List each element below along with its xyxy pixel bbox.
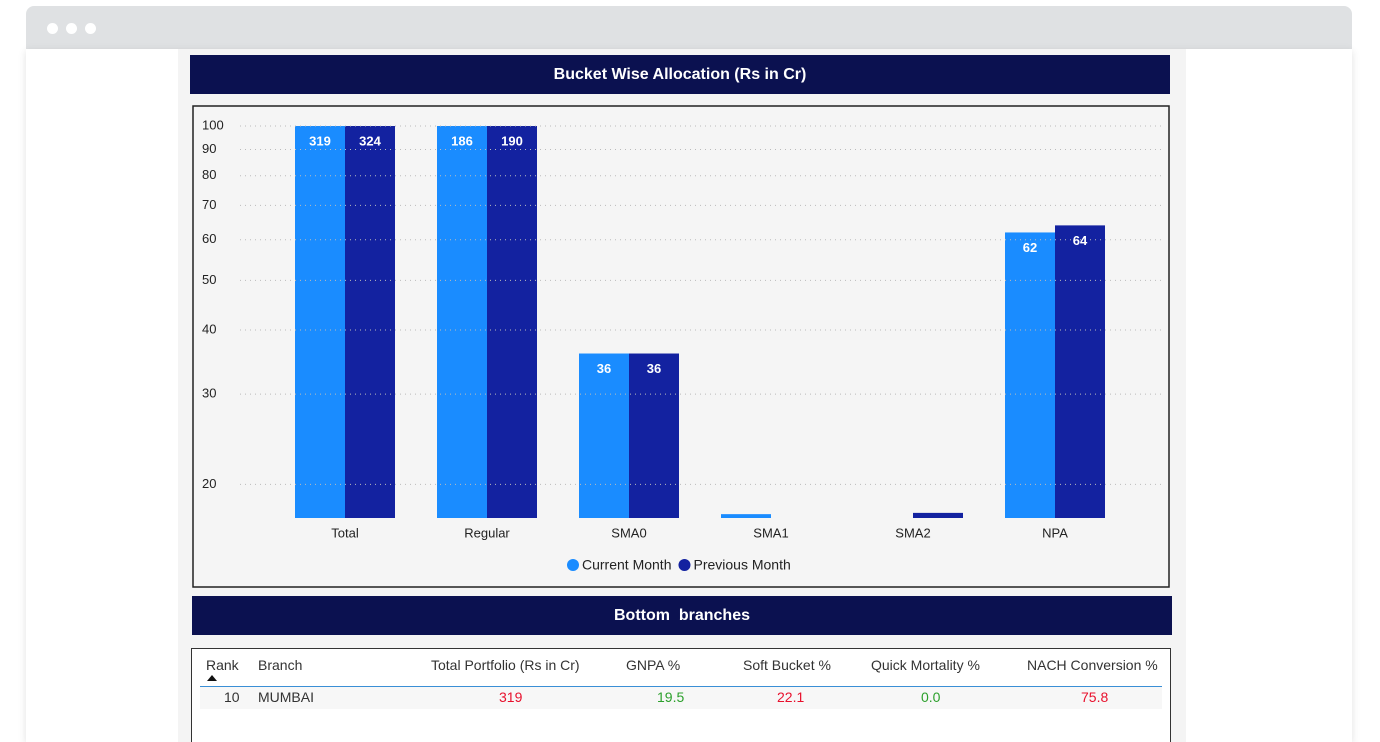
y-tick-label: 30 <box>202 386 216 401</box>
table-cell: 22.1 <box>777 689 805 705</box>
legend-label: Current Month <box>582 557 671 573</box>
column-header: NACH Conversion % <box>1027 657 1158 673</box>
data-label: 64 <box>1073 233 1088 248</box>
table-cell: 319 <box>499 689 523 705</box>
data-label: 62 <box>1023 240 1037 255</box>
table-cell: 0.0 <box>921 689 941 705</box>
y-tick-label: 100 <box>202 117 224 132</box>
column-header: Soft Bucket % <box>743 657 831 673</box>
bar <box>629 353 679 518</box>
y-tick-label: 60 <box>202 231 216 246</box>
sort-arrow <box>207 675 217 681</box>
x-tick-label: SMA2 <box>895 525 930 540</box>
header-rule <box>200 686 1162 687</box>
table-cell: MUMBAI <box>258 689 314 705</box>
x-tick-label: SMA0 <box>611 525 646 540</box>
chart-header: Bucket Wise Allocation (Rs in Cr) <box>190 55 1170 94</box>
column-header: GNPA % <box>626 657 681 673</box>
table-header: Bottom branches <box>192 596 1172 635</box>
bar <box>295 126 345 518</box>
table-cell: 75.8 <box>1081 689 1109 705</box>
legend-label: Previous Month <box>693 557 790 573</box>
y-tick-label: 80 <box>202 167 216 182</box>
y-tick-label: 90 <box>202 141 216 156</box>
y-tick-label: 50 <box>202 272 216 287</box>
legend-marker <box>567 559 579 571</box>
window-dot <box>66 23 77 34</box>
table: Rank Branch Total Portfolio (Rs in Cr) GNPA… <box>191 648 1171 742</box>
window-dot <box>47 23 58 34</box>
data-label: 186 <box>451 133 473 148</box>
y-tick-label: 40 <box>202 321 216 336</box>
y-tick-label: 70 <box>202 197 216 212</box>
row-background <box>200 687 1162 709</box>
bar <box>1055 225 1105 518</box>
legend-marker <box>678 559 691 571</box>
data-label: 36 <box>647 361 661 376</box>
bar <box>345 126 395 518</box>
x-tick-label: Total <box>331 525 359 540</box>
window-dot <box>85 23 96 34</box>
bar <box>487 126 537 518</box>
table-cell: 10 <box>224 689 240 705</box>
bar <box>913 512 963 518</box>
bar <box>579 353 629 518</box>
x-tick-label: SMA1 <box>753 525 788 540</box>
y-tick-label: 20 <box>202 476 216 491</box>
x-tick-label: Regular <box>464 525 510 540</box>
data-label: 324 <box>359 133 381 148</box>
bar <box>437 126 487 518</box>
x-tick-label: NPA <box>1042 525 1068 540</box>
bar <box>721 514 771 518</box>
data-label: 36 <box>597 361 611 376</box>
column-header: Quick Mortality % <box>871 657 980 673</box>
bar <box>1005 232 1055 518</box>
column-header: Branch <box>258 657 303 673</box>
data-label: 190 <box>501 133 523 148</box>
column-header: Rank <box>206 657 239 673</box>
data-label: 319 <box>309 133 331 148</box>
browser-bar <box>26 6 1352 49</box>
column-header: Total Portfolio (Rs in Cr) <box>431 657 580 673</box>
table-cell: 19.5 <box>657 689 685 705</box>
